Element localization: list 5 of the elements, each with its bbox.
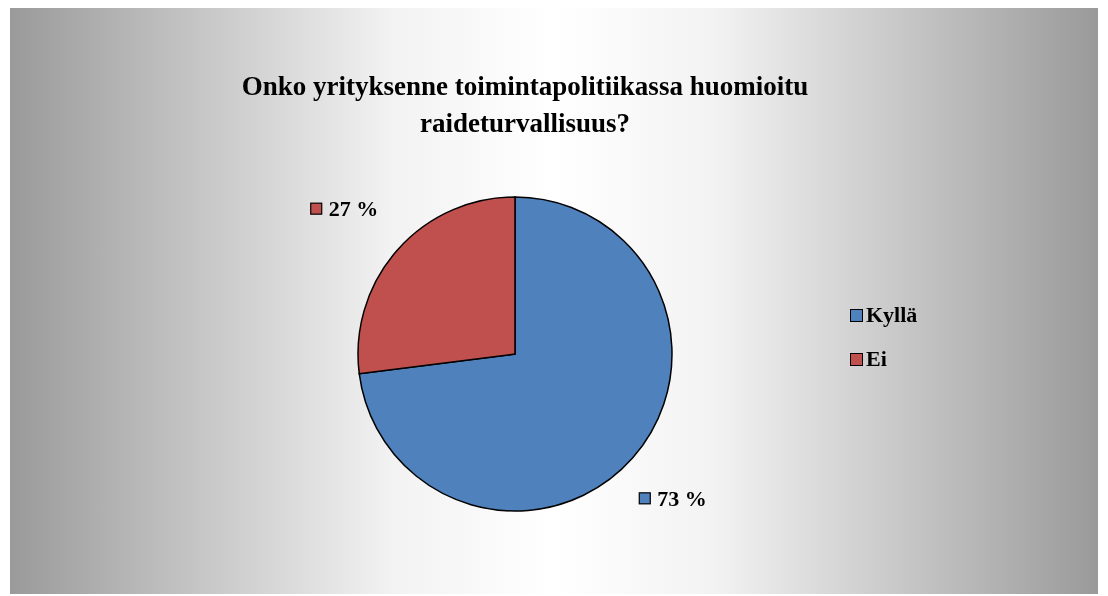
data-label: 27 % bbox=[328, 196, 379, 222]
data-label: 73 % bbox=[657, 485, 707, 511]
legend-label: Kyllä bbox=[866, 302, 918, 328]
legend-label: Ei bbox=[866, 346, 887, 372]
chart-title: Onko yrityksenne toimintapolitiikassa huomioitu raideturvallisuus? bbox=[240, 70, 810, 140]
